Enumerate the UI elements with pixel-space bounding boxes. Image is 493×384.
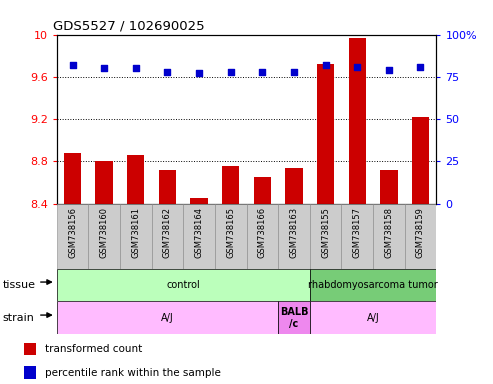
Bar bbox=[310, 204, 341, 269]
Text: GSM738158: GSM738158 bbox=[385, 207, 393, 258]
Text: GDS5527 / 102690025: GDS5527 / 102690025 bbox=[53, 19, 205, 32]
Text: GSM738155: GSM738155 bbox=[321, 207, 330, 258]
Text: GSM738162: GSM738162 bbox=[163, 207, 172, 258]
Bar bbox=[405, 204, 436, 269]
Bar bbox=[88, 204, 120, 269]
Point bbox=[100, 65, 108, 71]
Text: control: control bbox=[166, 280, 200, 290]
Bar bbox=[96, 161, 113, 384]
Bar bbox=[253, 177, 271, 384]
Point bbox=[195, 70, 203, 76]
Text: GSM738163: GSM738163 bbox=[289, 207, 298, 258]
Text: GSM738156: GSM738156 bbox=[68, 207, 77, 258]
Point bbox=[69, 62, 76, 68]
Point bbox=[132, 65, 140, 71]
Bar bbox=[64, 153, 81, 384]
Bar bbox=[317, 64, 334, 384]
Bar bbox=[159, 170, 176, 384]
Bar bbox=[222, 166, 240, 384]
Bar bbox=[380, 170, 397, 384]
Bar bbox=[310, 301, 436, 334]
Bar bbox=[24, 366, 36, 379]
Text: GSM738166: GSM738166 bbox=[258, 207, 267, 258]
Bar bbox=[349, 38, 366, 384]
Bar bbox=[57, 301, 278, 334]
Point bbox=[353, 64, 361, 70]
Bar bbox=[215, 204, 246, 269]
Point bbox=[321, 62, 329, 68]
Text: strain: strain bbox=[2, 313, 35, 323]
Text: BALB
/c: BALB /c bbox=[280, 307, 308, 329]
Text: GSM738157: GSM738157 bbox=[352, 207, 362, 258]
Point bbox=[227, 69, 235, 75]
Text: GSM738164: GSM738164 bbox=[195, 207, 204, 258]
Bar bbox=[57, 269, 310, 301]
Bar bbox=[285, 167, 303, 384]
Bar bbox=[246, 204, 278, 269]
Bar bbox=[412, 117, 429, 384]
Bar bbox=[310, 269, 436, 301]
Bar bbox=[190, 198, 208, 384]
Bar bbox=[57, 204, 88, 269]
Text: GSM738159: GSM738159 bbox=[416, 207, 425, 258]
Point bbox=[164, 69, 172, 75]
Bar bbox=[278, 204, 310, 269]
Text: GSM738165: GSM738165 bbox=[226, 207, 235, 258]
Bar bbox=[183, 204, 215, 269]
Bar bbox=[24, 343, 36, 356]
Bar bbox=[373, 204, 405, 269]
Text: percentile rank within the sample: percentile rank within the sample bbox=[45, 368, 221, 378]
Bar bbox=[127, 155, 144, 384]
Point bbox=[385, 67, 393, 73]
Text: GSM738160: GSM738160 bbox=[100, 207, 108, 258]
Text: A/J: A/J bbox=[161, 313, 174, 323]
Text: rhabdomyosarcoma tumor: rhabdomyosarcoma tumor bbox=[308, 280, 438, 290]
Text: tissue: tissue bbox=[2, 280, 35, 290]
Bar bbox=[341, 204, 373, 269]
Point bbox=[258, 69, 266, 75]
Bar bbox=[120, 204, 152, 269]
Bar bbox=[152, 204, 183, 269]
Point bbox=[417, 64, 424, 70]
Text: GSM738161: GSM738161 bbox=[131, 207, 141, 258]
Point bbox=[290, 69, 298, 75]
Bar bbox=[278, 301, 310, 334]
Text: transformed count: transformed count bbox=[45, 344, 142, 354]
Text: A/J: A/J bbox=[367, 313, 380, 323]
